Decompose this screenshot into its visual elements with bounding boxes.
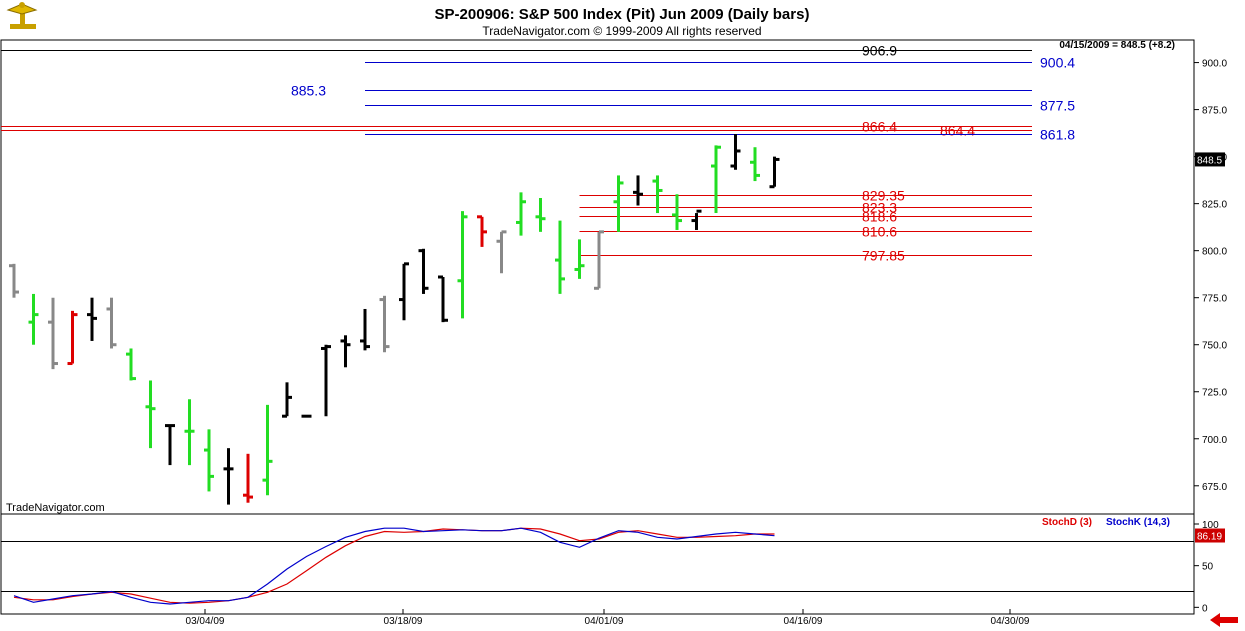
chart-subtitle: TradeNavigator.com © 1999-2009 All right… [482, 24, 761, 38]
scroll-right-arrow-icon[interactable] [1210, 613, 1238, 627]
price-tick-label-5: 775.0 [1202, 294, 1227, 305]
last-quote-label: 04/15/2009 = 848.5 (+8.2) [1059, 40, 1175, 51]
date-tick-label-2: 04/01/09 [585, 616, 624, 627]
ohlc-bar-23 [457, 211, 468, 319]
stochastic-indicator: StochD (3) StochK (14,3) 100 50 0 86.19 [1, 517, 1225, 614]
level-label-2: 885.3 [291, 83, 326, 99]
ohlc-bar-24 [477, 215, 487, 247]
price-tick-label-6: 750.0 [1202, 341, 1227, 352]
last-price-box [1195, 152, 1225, 167]
ohlc-bar-12 [243, 453, 253, 503]
ohlc-bar-39 [769, 156, 780, 189]
ohlc-bar-6 [126, 348, 136, 381]
ohlc-bar-19 [379, 295, 390, 353]
ohlc-bar-21 [418, 248, 429, 294]
ohlc-bar-33 [652, 175, 663, 214]
ohlc-bar-14 [282, 382, 292, 418]
stoch-panel [0, 513, 1195, 615]
level-label-0: 906.9 [862, 43, 897, 59]
stoch-line-1 [13, 527, 775, 605]
level-label-6: 861.8 [1040, 127, 1075, 143]
level-label-7: 829.35 [862, 188, 905, 204]
stoch-last-box [1195, 528, 1225, 543]
price-axis: 900.0875.0850.0825.0800.0775.0750.0725.0… [1194, 59, 1227, 493]
ohlc-bar-3 [67, 310, 78, 366]
level-label-10: 810.6 [862, 224, 897, 240]
stoch-tick-label-0: 100 [1202, 520, 1219, 531]
level-label-1: 900.4 [1040, 55, 1075, 71]
price-tick-label-8: 700.0 [1202, 435, 1227, 446]
chart-title: SP-200906: S&P 500 Index (Pit) Jun 2009 … [435, 6, 810, 23]
level-label-9: 818.6 [862, 209, 897, 225]
ohlc-bar-35 [691, 209, 702, 230]
ohlc-bar-29 [574, 239, 585, 279]
ohlc-bar-28 [555, 220, 565, 294]
ohlc-bar-18 [360, 308, 370, 351]
stoch-last-label: 86.19 [1197, 532, 1222, 543]
legend-stochd: StochD (3) [1042, 517, 1092, 528]
level-label-4: 866.4 [862, 119, 897, 135]
price-tick-label-3: 825.0 [1202, 200, 1227, 211]
stoch-tick-label-1: 50 [1202, 562, 1214, 573]
ohlc-bar-22 [438, 275, 448, 323]
ohlc-bar-9 [184, 399, 195, 466]
app-logo [6, 2, 38, 29]
price-bars [9, 134, 780, 505]
date-tick-label-0: 03/04/09 [186, 616, 225, 627]
date-tick-label-4: 04/30/09 [991, 616, 1030, 627]
date-tick-label-3: 04/16/09 [784, 616, 823, 627]
ohlc-bar-10 [204, 429, 214, 492]
ohlc-bar-25 [496, 230, 507, 274]
level-label-11: 797.85 [862, 248, 905, 264]
price-tick-label-0: 900.0 [1202, 59, 1227, 70]
ohlc-bar-7 [145, 380, 156, 449]
support-resistance-levels: 906.9 900.4 885.3 877.5 866.4 864.4 861.8 829.3… [1, 43, 1075, 264]
date-axis: 03/04/09 03/18/09 04/01/09 04/16/09 04/30/09 [186, 609, 1030, 627]
price-tick-label-4: 800.0 [1202, 247, 1227, 258]
last-price-label: 848.5 [1197, 155, 1222, 166]
ohlc-bar-13 [262, 404, 273, 496]
ohlc-bar-17 [340, 335, 351, 368]
ohlc-bar-34 [672, 194, 682, 230]
stoch-tick-label-2: 0 [1202, 603, 1208, 614]
watermark-text: TradeNavigator.com [6, 502, 105, 514]
ohlc-bar-36 [711, 145, 721, 214]
ohlc-bar-26 [516, 192, 526, 236]
level-label-3: 877.5 [1040, 98, 1075, 114]
ohlc-bar-2 [48, 297, 58, 370]
ohlc-bar-38 [750, 147, 760, 182]
ohlc-bar-0 [9, 263, 19, 298]
ohlc-bar-37 [730, 134, 741, 170]
level-label-8: 823.3 [862, 200, 897, 216]
ohlc-bar-1 [28, 293, 39, 345]
price-tick-label-9: 675.0 [1202, 482, 1227, 493]
stoch-line-0 [13, 527, 775, 604]
legend-stochk: StochK (14,3) [1106, 517, 1170, 528]
ohlc-bar-8 [165, 424, 175, 466]
price-tick-label-7: 725.0 [1202, 388, 1227, 399]
price-tick-label-1: 875.0 [1202, 106, 1227, 117]
ohlc-bar-30 [594, 230, 604, 290]
ohlc-bar-32 [633, 175, 643, 206]
ohlc-bar-16 [321, 344, 331, 417]
ohlc-bar-4 [87, 297, 97, 341]
level-label-5: 864.4 [940, 123, 975, 139]
date-tick-label-1: 03/18/09 [384, 616, 423, 627]
ohlc-bar-27 [535, 198, 546, 232]
ohlc-bar-20 [399, 262, 409, 321]
ohlc-bar-11 [223, 448, 234, 505]
ohlc-bar-31 [613, 175, 624, 232]
ohlc-bar-5 [106, 297, 117, 349]
